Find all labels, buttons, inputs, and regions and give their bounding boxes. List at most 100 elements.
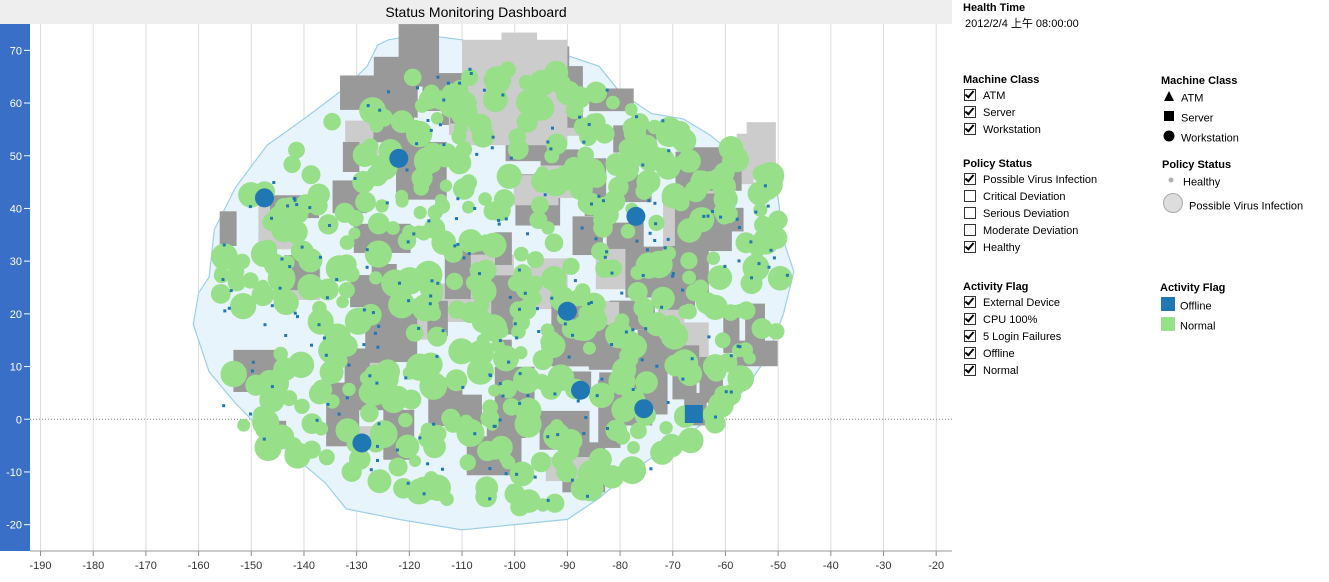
- filter-possible-virus-infection[interactable]: Possible Virus Infection: [964, 173, 1097, 189]
- small-offline-marker: [501, 394, 505, 398]
- small-offline-marker: [280, 257, 284, 261]
- healthy-point: [481, 232, 507, 258]
- healthy-point: [471, 310, 494, 333]
- small-offline-marker: [653, 239, 657, 242]
- checkbox[interactable]: [964, 173, 976, 185]
- filter-moderate-deviation[interactable]: Moderate Deviation: [964, 224, 1078, 240]
- healthy-point: [524, 95, 550, 121]
- healthy-point: [283, 155, 301, 174]
- x-tick-label: -40: [823, 560, 839, 572]
- healthy-point: [359, 97, 386, 124]
- small-offline-marker: [347, 363, 351, 367]
- server-offline-point: [684, 404, 703, 423]
- healthy-point: [716, 207, 733, 225]
- healthy-point: [488, 199, 511, 222]
- healthy-point: [544, 233, 564, 253]
- small-offline-marker: [435, 354, 439, 358]
- healthy-point: [476, 333, 490, 347]
- filter-healthy[interactable]: Healthy: [964, 241, 1020, 257]
- healthy-point: [467, 340, 494, 367]
- checkbox[interactable]: [964, 330, 976, 342]
- healthy-point: [527, 251, 544, 269]
- checkbox[interactable]: [964, 224, 976, 236]
- small-offline-marker: [610, 343, 614, 346]
- small-offline-marker: [754, 210, 758, 214]
- healthy-point: [555, 164, 582, 191]
- healthy-point: [388, 291, 416, 319]
- small-offline-marker: [488, 467, 492, 471]
- small-offline-marker: [546, 140, 550, 144]
- small-offline-marker: [586, 494, 589, 498]
- healthy-point: [284, 220, 308, 244]
- small-offline-marker: [250, 369, 254, 373]
- checkbox[interactable]: [964, 89, 976, 101]
- small-offline-marker: [660, 305, 664, 309]
- small-offline-marker: [645, 248, 649, 252]
- small-offline-marker: [735, 217, 739, 221]
- small-offline-marker: [533, 475, 537, 479]
- small-offline-marker: [515, 472, 519, 476]
- workstation-offline-point: [626, 206, 646, 226]
- healthy-point: [273, 357, 297, 382]
- healthy-point: [765, 226, 788, 250]
- small-offline-marker: [324, 353, 328, 357]
- healthy-point: [704, 412, 726, 434]
- checkbox[interactable]: [964, 296, 976, 308]
- filter-atm[interactable]: ATM: [964, 89, 1005, 105]
- small-offline-marker: [702, 214, 706, 218]
- small-offline-marker: [438, 123, 442, 127]
- small-offline-marker: [467, 252, 471, 256]
- healthy-point: [453, 178, 475, 200]
- filter-normal[interactable]: Normal: [964, 364, 1018, 380]
- small-offline-marker: [418, 436, 422, 440]
- small-offline-marker: [491, 135, 495, 139]
- healthy-point: [606, 95, 620, 110]
- small-offline-marker: [378, 108, 382, 112]
- healthy-point: [298, 248, 323, 273]
- filter-critical-deviation[interactable]: Critical Deviation: [964, 190, 1066, 206]
- healthy-point: [375, 359, 400, 384]
- checkbox[interactable]: [964, 364, 976, 376]
- checkbox[interactable]: [964, 207, 976, 219]
- filter-server[interactable]: Server: [964, 106, 1015, 122]
- healthy-point: [527, 275, 544, 292]
- healthy-point: [751, 318, 773, 339]
- small-offline-marker: [300, 245, 304, 249]
- healthy-point: [403, 68, 422, 87]
- filter-cpu-100[interactable]: CPU 100%: [964, 313, 1037, 329]
- small-offline-marker: [576, 399, 580, 403]
- small-offline-marker: [436, 281, 440, 285]
- small-offline-marker: [767, 265, 771, 269]
- small-offline-marker: [432, 422, 436, 426]
- healthy-point: [604, 259, 622, 278]
- small-offline-marker: [415, 142, 419, 146]
- small-offline-marker: [498, 418, 502, 422]
- filter-offline[interactable]: Offline: [964, 347, 1015, 363]
- filter-serious-deviation[interactable]: Serious Deviation: [964, 207, 1069, 223]
- checkbox[interactable]: [964, 241, 976, 253]
- filter-external-device[interactable]: External Device: [964, 296, 1060, 312]
- checkbox[interactable]: [964, 313, 976, 325]
- small-offline-marker: [284, 334, 288, 337]
- healthy-point: [577, 146, 594, 164]
- x-tick-label: -180: [82, 560, 104, 572]
- checkbox[interactable]: [964, 123, 976, 135]
- small-offline-marker: [387, 90, 390, 94]
- checkbox[interactable]: [964, 190, 976, 202]
- small-offline-marker: [453, 244, 457, 248]
- small-offline-marker: [567, 355, 571, 359]
- checkbox[interactable]: [964, 106, 976, 118]
- small-offline-marker: [353, 177, 357, 180]
- filter-5-login-failures[interactable]: 5 Login Failures: [964, 330, 1061, 346]
- healthy-point: [284, 442, 311, 469]
- small-offline-marker: [462, 256, 466, 260]
- filter-workstation[interactable]: Workstation: [964, 123, 1041, 139]
- small-offline-marker: [270, 304, 274, 308]
- workstation-offline-point: [352, 433, 372, 453]
- filter-machine-class-title: Machine Class: [963, 74, 1040, 86]
- checkbox[interactable]: [964, 347, 976, 359]
- small-offline-marker: [707, 335, 711, 339]
- healthy-point: [301, 413, 323, 434]
- small-offline-marker: [714, 415, 717, 419]
